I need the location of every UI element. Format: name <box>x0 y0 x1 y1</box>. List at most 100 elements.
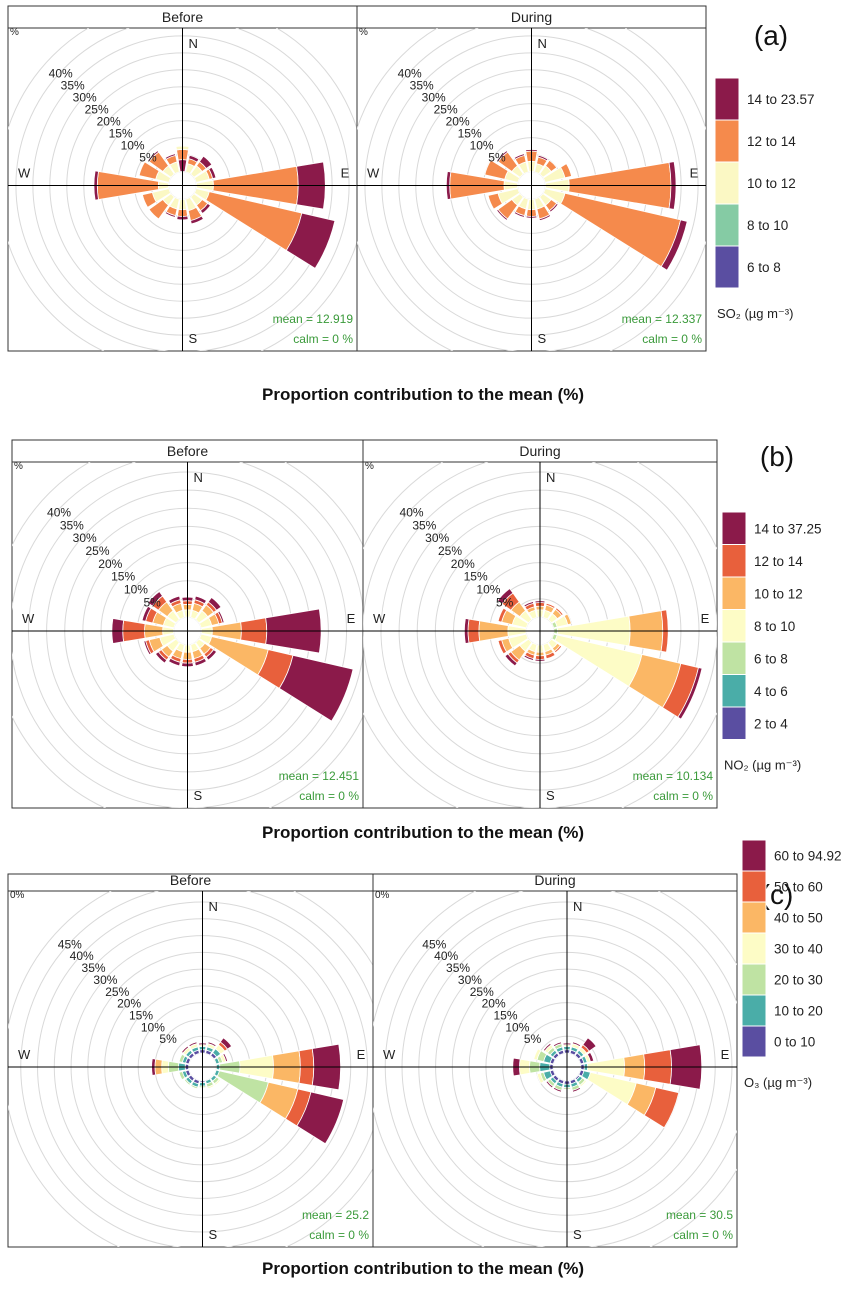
compass-label: E <box>701 611 710 626</box>
ring-label: 10% <box>505 1020 529 1034</box>
rose-wedge <box>147 150 160 163</box>
rose-wedge <box>208 166 217 180</box>
compass-label: S <box>546 788 555 803</box>
legend-label: 12 to 14 <box>747 134 796 149</box>
compass-label: S <box>538 331 547 346</box>
panel-strip <box>372 873 738 892</box>
rose-wedge <box>164 211 177 218</box>
legend-swatch <box>721 544 747 578</box>
compass-label: E <box>347 611 356 626</box>
legend-swatch <box>714 245 740 289</box>
legend-label: 8 to 10 <box>747 218 788 233</box>
ring-label: 40% <box>398 67 422 81</box>
ring-label: 30% <box>73 531 97 545</box>
compass-label: N <box>573 899 582 914</box>
legend-label: 50 to 60 <box>774 880 823 895</box>
ring-label: 30% <box>93 973 117 987</box>
calm-label: calm = 0 % <box>299 789 359 803</box>
rose-wedge <box>677 667 703 720</box>
ring-label: 25% <box>438 544 462 558</box>
ring-label: 20% <box>446 115 470 129</box>
axis-caption: Proportion contribution to the mean (%) <box>262 1259 584 1278</box>
legend-label: 0 to 10 <box>774 1035 815 1050</box>
rose-wedge <box>205 649 218 661</box>
compass-label: W <box>367 166 380 181</box>
rose-wedge <box>560 163 573 179</box>
rose-wedge <box>545 651 556 660</box>
ring-unit-label: % <box>365 461 374 472</box>
ring-label: 20% <box>117 997 141 1011</box>
ring-label: 25% <box>434 103 458 117</box>
ring-label: 25% <box>85 544 109 558</box>
rose-wedge <box>548 202 559 213</box>
legend-swatch <box>714 203 740 247</box>
rose-wedge <box>497 588 514 605</box>
ring-label: 25% <box>105 985 129 999</box>
legend-label: 10 to 12 <box>747 176 796 191</box>
rose-wedge <box>497 639 508 655</box>
legend-label: 2 to 4 <box>754 716 788 731</box>
legend: 60 to 94.92 50 to 60 40 to 50 30 to 40 20 to… <box>741 839 842 1090</box>
calm-label: calm = 0 % <box>653 789 713 803</box>
rose-wedge <box>285 212 336 269</box>
rose-wedge <box>533 1048 542 1061</box>
rose-wedge <box>188 1041 198 1048</box>
calm-label: calm = 0 % <box>309 1228 369 1242</box>
panel-before: Before N E S W 5%10%15%20%25%30%35%40%% mean =… <box>7 5 358 352</box>
legend-label: 30 to 40 <box>774 942 823 957</box>
rose-wedge <box>154 651 168 664</box>
compass-label: E <box>690 166 699 181</box>
rose-wedge <box>537 154 549 162</box>
ring-label: 40% <box>47 506 71 520</box>
compass-label: E <box>357 1047 366 1062</box>
legend-swatch <box>714 161 740 205</box>
rose-wedge <box>222 1052 229 1063</box>
legend-label: 10 to 20 <box>774 1004 823 1019</box>
ring-label: 15% <box>493 1009 517 1023</box>
rose-wedge <box>497 607 508 623</box>
rose-wedge <box>496 208 509 221</box>
ring-label: 20% <box>482 997 506 1011</box>
compass-label: W <box>18 1047 31 1062</box>
rose-wedge <box>571 1086 582 1093</box>
compass-label: E <box>721 1047 730 1062</box>
compass-label: S <box>209 1227 218 1242</box>
panel-title: Before <box>170 872 211 888</box>
rose-wedge <box>138 161 160 180</box>
panel-title: During <box>519 443 560 459</box>
rose-wedge <box>194 595 207 605</box>
compass-label: N <box>189 36 198 51</box>
legend-label: 60 to 94.92 <box>774 849 842 864</box>
ring-label: 35% <box>446 961 470 975</box>
rose-wedge <box>278 654 354 722</box>
legend-swatch <box>721 511 747 545</box>
mean-label: mean = 12.337 <box>622 312 703 326</box>
ring-label: 30% <box>422 91 446 105</box>
legend-label: 40 to 50 <box>774 911 823 926</box>
rose-wedge <box>190 215 204 225</box>
rose-wedge <box>586 1051 595 1063</box>
mean-label: mean = 30.5 <box>666 1208 733 1222</box>
compass-label: N <box>209 899 218 914</box>
ring-label: 35% <box>412 518 436 532</box>
rose-wedge <box>178 1071 186 1081</box>
ring-label: 20% <box>451 557 475 571</box>
ring-label: 35% <box>61 79 85 93</box>
rose-wedge <box>660 219 688 271</box>
ring-label: 5% <box>488 151 506 165</box>
ring-label: 30% <box>458 973 482 987</box>
rose-wedge <box>523 654 535 662</box>
rose-wedge <box>544 159 558 173</box>
legend-label: 12 to 14 <box>754 554 803 569</box>
rose-wedge <box>194 657 207 667</box>
legend-swatch <box>721 641 747 675</box>
rose-wedge <box>213 1078 222 1086</box>
ring-unit-label: 0% <box>375 890 390 901</box>
rose-wedge <box>199 202 212 215</box>
ring-label: 35% <box>82 961 106 975</box>
mean-label: mean = 25.2 <box>302 1208 369 1222</box>
rose-wedge <box>563 613 572 626</box>
compass-label: N <box>194 470 203 485</box>
panel-title: During <box>534 872 575 888</box>
